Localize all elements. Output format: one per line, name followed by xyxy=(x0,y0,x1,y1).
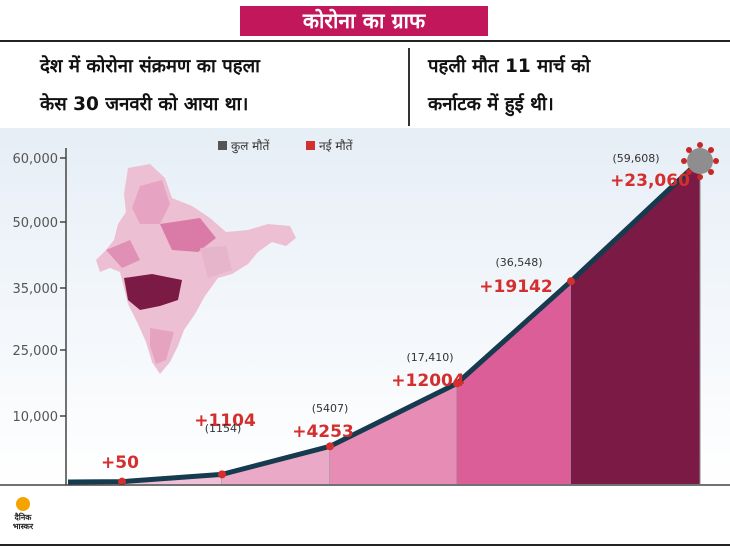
virus-body xyxy=(687,148,713,174)
state-shading-6 xyxy=(200,246,232,278)
y-tick-label-4: 50,000 xyxy=(13,216,59,231)
virus-spike-5 xyxy=(708,147,714,153)
area-segment-4 xyxy=(330,383,457,484)
area-segment-6 xyxy=(571,160,700,485)
y-tick-label-5: 60,000 xyxy=(13,152,59,167)
y-tick-label-3: 35,000 xyxy=(13,282,59,297)
data-point-4 xyxy=(453,379,461,388)
sun-logo-icon xyxy=(16,497,30,511)
new-deaths-label-4: +12004 xyxy=(391,371,465,391)
total-deaths-label-4: (17,410) xyxy=(406,351,453,364)
new-deaths-label-5: +19142 xyxy=(479,277,552,297)
logo-line-2: भास्कर xyxy=(12,522,34,531)
total-deaths-label-2: (1154) xyxy=(205,422,242,435)
first-death-line-1: पहली मौत 11 मार्च को xyxy=(428,56,591,77)
state-shading-3 xyxy=(106,240,140,268)
data-point-3 xyxy=(326,442,334,451)
top-rule xyxy=(0,40,730,42)
state-shading-5 xyxy=(150,328,174,364)
logo-line-1: दैनिक xyxy=(14,513,32,522)
chart-title: कोरोना का ग्राफ xyxy=(240,6,488,36)
legend-new-label: नई मौतें xyxy=(319,139,354,153)
legend-total-label: कुल मौतें xyxy=(231,139,270,154)
virus-spike-4 xyxy=(681,158,687,164)
total-deaths-label-3: (5407) xyxy=(312,402,349,415)
y-tick-label-2: 25,000 xyxy=(13,344,59,359)
first-case-note: देश में कोरोना संक्रमण का पहला केस 30 जन… xyxy=(40,48,260,124)
india-map-illustration xyxy=(96,164,296,374)
deaths-chart: +50 +1104 +4253 +12004 +19142 +23,060 (1154) (5… xyxy=(0,128,730,546)
area-segment-5 xyxy=(457,281,571,484)
brand-logo: दैनिक भास्कर xyxy=(6,497,40,543)
virus-spike-8 xyxy=(686,147,692,153)
virus-spike-6 xyxy=(686,169,692,175)
virus-spike-3 xyxy=(697,174,703,180)
data-point-1 xyxy=(118,477,126,486)
legend-new-swatch xyxy=(306,141,315,150)
virus-spike-2 xyxy=(713,158,719,164)
new-deaths-label-3: +4253 xyxy=(292,422,354,442)
new-deaths-label-2: +1104 xyxy=(194,411,256,431)
new-deaths-label-6: +23,060 xyxy=(610,171,690,191)
legend: कुल मौतें नई मौतें xyxy=(218,139,354,154)
data-point-5 xyxy=(567,277,575,286)
virus-spike-7 xyxy=(708,169,714,175)
first-death-note: पहली मौत 11 मार्च को कर्नाटक में हुई थी। xyxy=(428,48,590,124)
state-shading-2 xyxy=(160,218,216,252)
x-axis-band xyxy=(0,488,730,544)
first-death-line-2: कर्नाटक में हुई थी। xyxy=(428,94,554,115)
total-deaths-label-6: (59,608) xyxy=(612,152,659,165)
legend-total-swatch xyxy=(218,141,227,150)
y-tick-label-1: 10,000 xyxy=(13,410,59,425)
data-point-2 xyxy=(218,470,226,479)
first-case-line-2: केस 30 जनवरी को आया था। xyxy=(40,94,249,115)
new-deaths-label-1: +50 xyxy=(101,453,139,473)
state-shading-4 xyxy=(124,274,182,310)
first-case-line-1: देश में कोरोना संक्रमण का पहला xyxy=(40,56,260,77)
virus-spike-1 xyxy=(697,142,703,148)
total-deaths-label-5: (36,548) xyxy=(495,256,542,269)
state-shading-1 xyxy=(132,180,170,224)
info-divider xyxy=(408,48,410,126)
virus-illustration xyxy=(681,142,719,180)
